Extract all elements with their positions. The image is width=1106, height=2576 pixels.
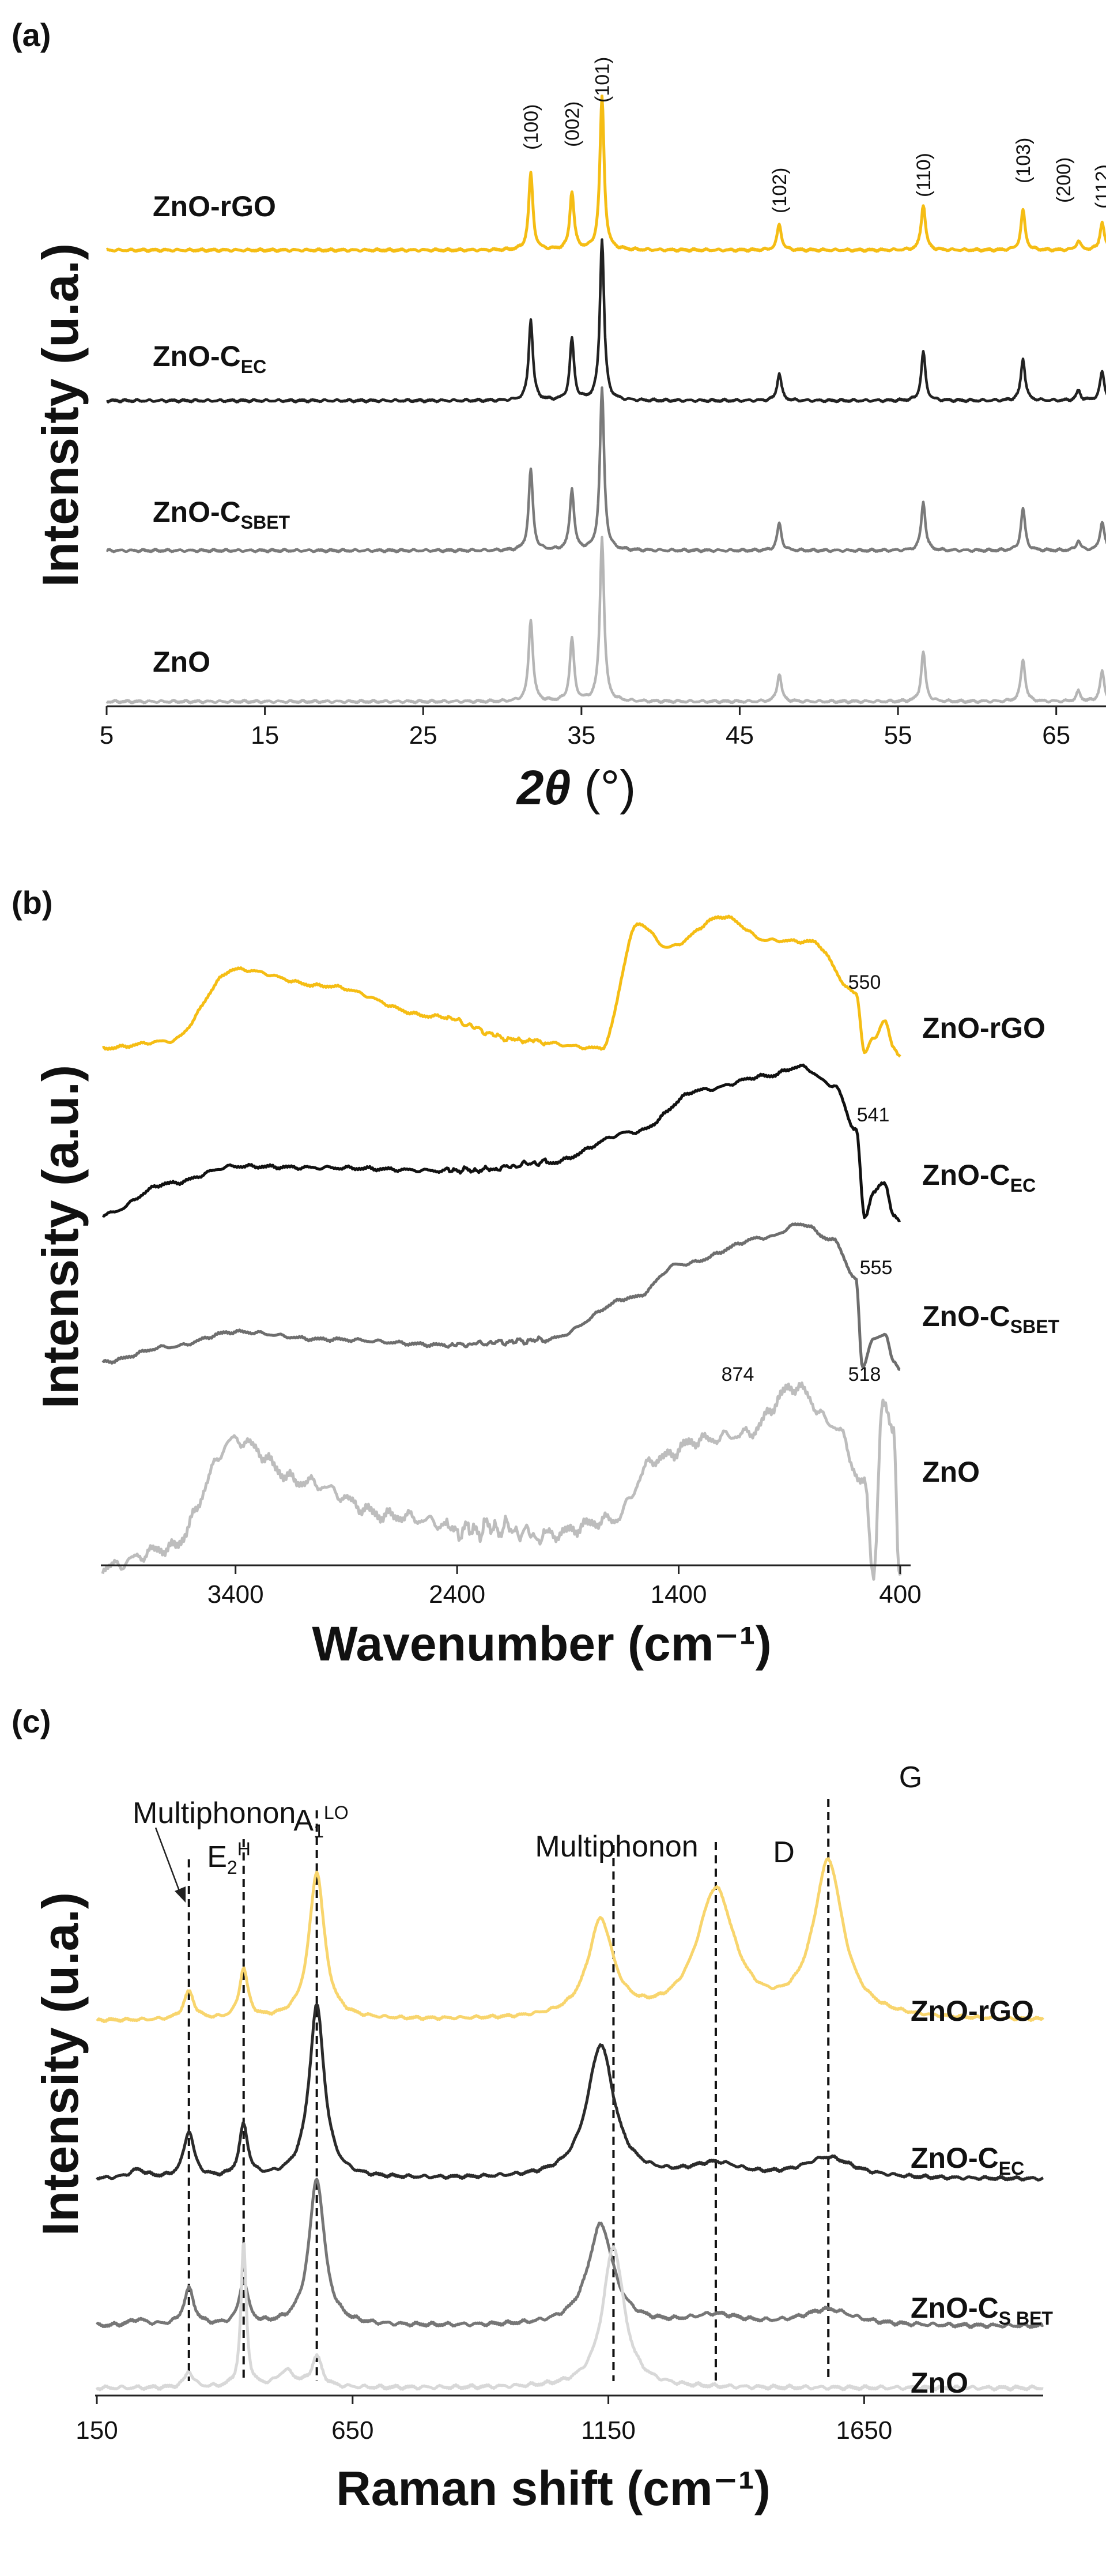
- x-tick-label: 3400: [207, 1580, 264, 1609]
- panel-a-x-title: 2θ (°): [516, 760, 636, 815]
- panel-b-ftir: (b) 550 541 555 518 874 ZnO-rGO ZnO-CEC ZnO-CS…: [12, 884, 1060, 1671]
- x-tick-label: 650: [331, 2416, 373, 2445]
- reference-line-label: D: [773, 1836, 795, 1869]
- x-tick-label: 25: [409, 721, 437, 750]
- panel-a-curves: [105, 95, 1106, 705]
- reference-line-label: E2H: [207, 1839, 251, 1878]
- reference-line-label: A1LO: [293, 1802, 348, 1841]
- panel-c-reference-lines: [187, 1799, 830, 2381]
- x-tick-label: 65: [1042, 721, 1070, 750]
- x-tick-label: 15: [251, 721, 279, 750]
- reflection-label: (112): [1092, 164, 1106, 209]
- panel-a-xrd: (a) (100) (002)(101)(102) (110) (103) (200)(…: [12, 17, 1106, 815]
- panel-c-curves: [95, 1857, 1044, 2392]
- panel-a-series-labels: ZnO-rGO ZnO-CEC ZnO-CSBET ZnO: [153, 190, 290, 678]
- reference-line-label: Multiphonon: [133, 1797, 296, 1830]
- x-tick-label: 1150: [581, 2416, 636, 2445]
- panel-a-x-title-symbol: 2θ: [516, 760, 571, 815]
- series-label-2: ZnO-CS BET: [911, 2292, 1053, 2329]
- panel-c-series-labels: ZnO-rGO ZnO-CEC ZnO-CS BET ZnO: [911, 1995, 1053, 2399]
- reflection-label: (110): [913, 153, 935, 197]
- raman-curve: [96, 1857, 1044, 2024]
- series-label-3: ZnO: [153, 646, 210, 678]
- reflection-label: (101): [592, 57, 614, 103]
- reflection-label: (100): [520, 104, 542, 150]
- xrd-curve: [105, 386, 1106, 553]
- x-tick-label: 2400: [429, 1580, 485, 1609]
- x-tick-label: 150: [76, 2416, 118, 2445]
- series-label-1: ZnO-CEC: [153, 340, 266, 377]
- reflection-label: (200): [1053, 157, 1075, 203]
- raman-curve: [96, 2178, 1044, 2329]
- panel-c-y-title: Intensity (u.a.): [32, 1892, 89, 2236]
- series-label-0: ZnO-rGO: [911, 1995, 1034, 2027]
- panel-b-x-ticks: 3400 2400 1400 400: [207, 1565, 922, 1609]
- xrd-curve: [105, 95, 1106, 253]
- x-tick-label: 1400: [651, 1580, 707, 1609]
- ftir-curve: [101, 1222, 901, 1371]
- panel-b-curves: [101, 914, 902, 1581]
- panel-c-x-title: Raman shift (cm⁻¹): [336, 2461, 771, 2515]
- x-tick-label: 400: [879, 1580, 921, 1609]
- peak-annotation: 518: [848, 1364, 881, 1385]
- reflection-label: (102): [769, 168, 791, 213]
- panel-b-series-labels: ZnO-rGO ZnO-CEC ZnO-CSBET ZnO: [922, 1012, 1060, 1488]
- panel-c-x-ticks: 150 650 1150 1650: [76, 2396, 892, 2445]
- panel-b-x-title: Wavenumber (cm⁻¹): [312, 1617, 771, 1671]
- reflection-label: (002): [561, 101, 583, 147]
- ftir-curve: [102, 914, 901, 1058]
- series-label-0: ZnO-rGO: [153, 190, 276, 223]
- reference-line-label: Multiphonon: [535, 1830, 698, 1863]
- panel-b-y-title: Intensity (a.u.): [32, 1065, 89, 1409]
- peak-annotation: 550: [848, 971, 881, 993]
- panel-c-label: (c): [12, 1703, 51, 1739]
- series-label-3: ZnO: [922, 1456, 980, 1488]
- peak-annotation: 541: [857, 1104, 890, 1126]
- panel-a-reflection-labels: (100) (002) (101) (102) (110) (103) (200) (112)…: [520, 57, 1106, 213]
- xrd-curve: [105, 238, 1106, 404]
- panel-a-label: (a): [12, 17, 51, 53]
- panel-b-label: (b): [12, 884, 53, 921]
- series-label-2: ZnO-CSBET: [153, 496, 290, 533]
- panel-b-annotations: 550 541 555 518 874: [722, 971, 893, 1385]
- x-tick-label: 5: [100, 721, 114, 750]
- peak-annotation: 555: [860, 1257, 893, 1279]
- peak-annotation-874: 874: [722, 1364, 754, 1385]
- series-label-3: ZnO: [911, 2367, 968, 2399]
- xrd-curve: [105, 536, 1106, 705]
- ftir-curve: [102, 1063, 901, 1222]
- series-label-1: ZnO-CEC: [922, 1159, 1036, 1196]
- reflection-label: (103): [1013, 138, 1035, 183]
- series-label-0: ZnO-rGO: [922, 1012, 1045, 1044]
- raman-curve: [96, 2003, 1044, 2182]
- series-label-2: ZnO-CSBET: [922, 1300, 1060, 1337]
- x-tick-label: 45: [726, 721, 754, 750]
- x-tick-label: 35: [567, 721, 595, 750]
- panel-a-x-title-unit: (°): [584, 760, 636, 815]
- x-tick-label: 55: [884, 721, 912, 750]
- series-label-1: ZnO-CEC: [911, 2142, 1024, 2179]
- ftir-curve: [101, 1381, 902, 1581]
- panel-c-arrowhead: [175, 1886, 186, 1903]
- panel-a-y-title: Intensity (u.a.): [32, 243, 89, 587]
- panel-c-multiphonon-arrow: [154, 1827, 183, 1897]
- reference-line-label: G: [899, 1761, 922, 1794]
- panel-a-x-ticks: 5 15 25 35 45 55 65: [100, 706, 1070, 750]
- raman-curve: [95, 2242, 1044, 2392]
- x-tick-label: 1650: [836, 2416, 892, 2445]
